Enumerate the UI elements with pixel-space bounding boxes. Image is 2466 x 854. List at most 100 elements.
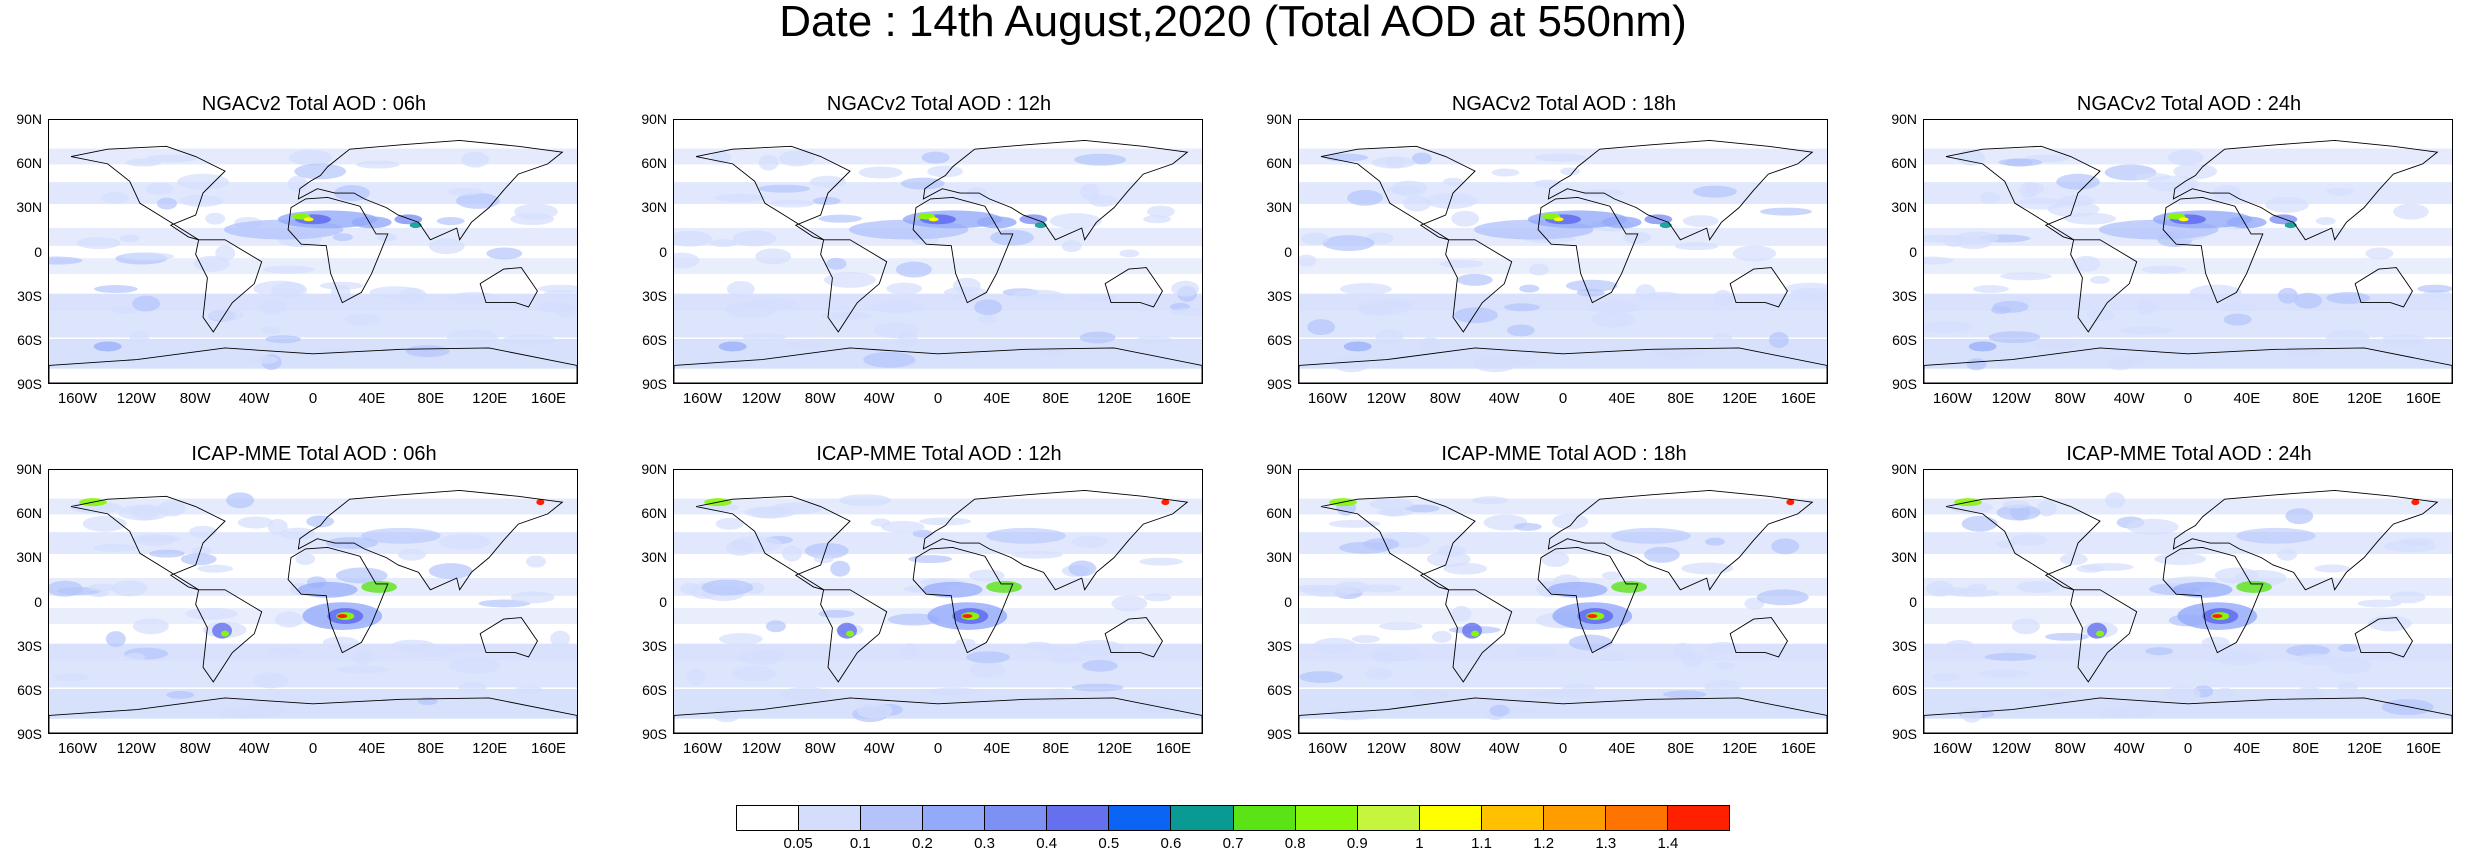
latitude-axis: 90N 60N 30N 0 30S 60S 90S bbox=[627, 462, 667, 741]
latitude-tick-label: 90N bbox=[1891, 461, 1917, 477]
colorbar-swatch bbox=[1233, 806, 1296, 830]
longitude-tick-label: 160E bbox=[2406, 740, 2442, 757]
colorbar-swatch bbox=[1357, 806, 1420, 830]
latitude-tick-label: 30S bbox=[1267, 637, 1292, 654]
longitude-tick-label: 120W bbox=[1366, 390, 1406, 407]
colorbar-tick-label: 1 bbox=[1415, 835, 1424, 852]
latitude-tick-label: 90N bbox=[1891, 111, 1917, 127]
longitude-tick-label: 120E bbox=[2347, 390, 2383, 407]
latitude-tick-label: 60S bbox=[1892, 331, 1917, 348]
longitude-axis: 160W 120W 80W 40W 0 40E 80E 120E 160E bbox=[673, 740, 1203, 760]
colorbar-swatch bbox=[1171, 806, 1234, 830]
latitude-tick-label: 0 bbox=[1909, 243, 1917, 260]
latitude-tick-label: 90S bbox=[642, 726, 667, 742]
latitude-tick-label: 90N bbox=[1266, 111, 1292, 127]
latitude-axis: 90N 60N 30N 0 30S 60S 90S bbox=[2, 462, 42, 741]
latitude-tick-label: 30N bbox=[1891, 199, 1917, 216]
longitude-tick-label: 80W bbox=[2054, 740, 2086, 757]
longitude-tick-label: 80W bbox=[1429, 740, 1461, 757]
longitude-tick-label: 120E bbox=[1722, 390, 1758, 407]
latitude-tick-label: 30S bbox=[17, 287, 42, 304]
longitude-tick-label: 80W bbox=[179, 740, 211, 757]
colorbar-tick-label: 0.4 bbox=[1036, 835, 1058, 852]
longitude-tick-label: 160W bbox=[1932, 740, 1973, 757]
map-panel: ICAP-MME Total AOD : 24h 90N 60N 30N 0 30S 60S… bbox=[1891, 442, 2455, 782]
map-panel: ICAP-MME Total AOD : 18h 90N 60N 30N 0 30S 60S… bbox=[1266, 442, 1830, 782]
longitude-tick-label: 160W bbox=[1932, 390, 1973, 407]
aod-map bbox=[1923, 119, 2453, 384]
colorbar-tick-label: 1.4 bbox=[1657, 835, 1679, 852]
latitude-tick-label: 0 bbox=[1284, 243, 1292, 260]
map-panel: ICAP-MME Total AOD : 06h 90N 60N 30N 0 30S 60S… bbox=[16, 442, 580, 782]
latitude-tick-label: 90S bbox=[1892, 376, 1917, 392]
longitude-tick-label: 80W bbox=[2054, 390, 2086, 407]
longitude-tick-label: 0 bbox=[933, 390, 943, 407]
longitude-tick-label: 160W bbox=[1307, 740, 1348, 757]
latitude-tick-label: 30N bbox=[1266, 199, 1292, 216]
longitude-tick-label: 80E bbox=[2292, 390, 2320, 407]
latitude-tick-label: 60N bbox=[1891, 155, 1917, 172]
colorbar-tick-label: 0.6 bbox=[1160, 835, 1182, 852]
latitude-tick-label: 60S bbox=[17, 681, 42, 698]
longitude-axis: 160W 120W 80W 40W 0 40E 80E 120E 160E bbox=[1298, 390, 1828, 410]
latitude-tick-label: 90N bbox=[641, 461, 667, 477]
latitude-tick-label: 30S bbox=[642, 287, 667, 304]
latitude-tick-label: 30S bbox=[1267, 287, 1292, 304]
aod-map bbox=[1923, 469, 2453, 734]
latitude-tick-label: 90N bbox=[1266, 461, 1292, 477]
latitude-tick-label: 90S bbox=[17, 726, 42, 742]
longitude-tick-label: 80W bbox=[179, 390, 211, 407]
latitude-tick-label: 60S bbox=[17, 331, 42, 348]
longitude-tick-label: 120E bbox=[1097, 390, 1133, 407]
map-panel: NGACv2 Total AOD : 06h 90N 60N 30N 0 30S 60S 90… bbox=[16, 92, 580, 432]
longitude-tick-label: 40E bbox=[358, 740, 386, 757]
latitude-axis: 90N 60N 30N 0 30S 60S 90S bbox=[2, 112, 42, 391]
latitude-axis: 90N 60N 30N 0 30S 60S 90S bbox=[1877, 462, 1917, 741]
longitude-tick-label: 80E bbox=[1042, 740, 1070, 757]
aod-map bbox=[1298, 469, 1828, 734]
aod-map bbox=[1298, 119, 1828, 384]
aod-map bbox=[48, 469, 578, 734]
longitude-tick-label: 120W bbox=[741, 740, 781, 757]
latitude-tick-label: 60N bbox=[16, 505, 42, 522]
map-panel: NGACv2 Total AOD : 18h 90N 60N 30N 0 30S 60S 90… bbox=[1266, 92, 1830, 432]
longitude-tick-label: 80E bbox=[417, 740, 445, 757]
colorbar-labels: 0.05 0.1 0.2 0.3 0.4 0.5 0.6 0.7 0.8 0.9 1 1.1 1.2 1.… bbox=[736, 836, 1730, 854]
longitude-tick-label: 120E bbox=[2347, 740, 2383, 757]
longitude-tick-label: 160W bbox=[682, 390, 723, 407]
aod-map bbox=[673, 119, 1203, 384]
colorbar-tick-label: 1.3 bbox=[1595, 835, 1617, 852]
panel-title: NGACv2 Total AOD : 06h bbox=[201, 93, 427, 115]
longitude-tick-label: 120W bbox=[116, 390, 156, 407]
colorbar-tick-label: 0.2 bbox=[911, 835, 933, 852]
colorbar-tick-label: 0.7 bbox=[1222, 835, 1244, 852]
latitude-tick-label: 30S bbox=[17, 637, 42, 654]
longitude-axis: 160W 120W 80W 40W 0 40E 80E 120E 160E bbox=[48, 390, 578, 410]
colorbar-swatch bbox=[985, 806, 1048, 830]
colorbar-tick-label: 0.05 bbox=[783, 835, 813, 852]
longitude-axis: 160W 120W 80W 40W 0 40E 80E 120E 160E bbox=[1923, 740, 2453, 760]
longitude-tick-label: 120W bbox=[1991, 740, 2031, 757]
latitude-tick-label: 60S bbox=[642, 331, 667, 348]
longitude-tick-label: 160W bbox=[682, 740, 723, 757]
latitude-axis: 90N 60N 30N 0 30S 60S 90S bbox=[627, 112, 667, 391]
colorbar-swatch bbox=[1109, 806, 1172, 830]
map-panel: ICAP-MME Total AOD : 12h 90N 60N 30N 0 30S 60S… bbox=[641, 442, 1205, 782]
longitude-tick-label: 40W bbox=[1488, 740, 1520, 757]
colorbar-swatch bbox=[923, 806, 986, 830]
latitude-tick-label: 60N bbox=[16, 155, 42, 172]
longitude-tick-label: 160W bbox=[1307, 390, 1348, 407]
latitude-tick-label: 60S bbox=[1267, 331, 1292, 348]
longitude-tick-label: 40E bbox=[358, 390, 386, 407]
longitude-tick-label: 160E bbox=[531, 740, 567, 757]
longitude-axis: 160W 120W 80W 40W 0 40E 80E 120E 160E bbox=[1923, 390, 2453, 410]
longitude-tick-label: 40W bbox=[863, 390, 895, 407]
longitude-tick-label: 160W bbox=[57, 390, 98, 407]
latitude-tick-label: 30N bbox=[1266, 549, 1292, 566]
colorbar-tick-label: 0.5 bbox=[1098, 835, 1120, 852]
latitude-tick-label: 60N bbox=[641, 155, 667, 172]
panel-title: NGACv2 Total AOD : 12h bbox=[826, 93, 1052, 115]
longitude-tick-label: 160W bbox=[57, 740, 98, 757]
longitude-tick-label: 40E bbox=[2233, 740, 2261, 757]
colorbar-tick-label: 0.8 bbox=[1284, 835, 1306, 852]
